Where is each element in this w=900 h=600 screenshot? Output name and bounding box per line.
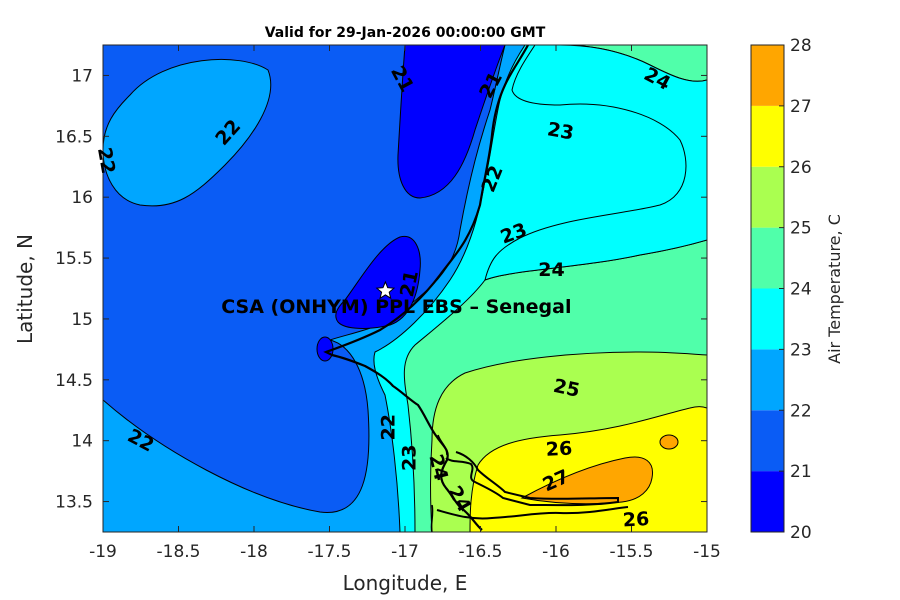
y-tick-label: 13.5 [55, 493, 93, 513]
colorbar-band [751, 166, 784, 228]
colorbar-band [751, 45, 784, 106]
x-tick-label: -19 [89, 542, 117, 562]
y-tick-label: 16.5 [55, 127, 93, 147]
contour-label: 24 [538, 259, 564, 281]
y-axis: 13.5 14 14.5 15 15.5 16 16.5 17 [55, 66, 707, 513]
colorbar-tick-label: 20 [790, 523, 812, 543]
annotation-layer: CSA (ONHYM) PPL EBS – Senegal [221, 280, 572, 318]
band-20-21-small [316, 336, 334, 362]
x-tick-label: -15 [693, 542, 721, 562]
colorbar-band [751, 410, 784, 472]
y-axis-label: Latitude, N [13, 234, 37, 344]
site-star-icon [375, 280, 396, 300]
band-27-28-small [659, 434, 679, 450]
coastline [323, 45, 529, 531]
colorbar-tick-label: 22 [790, 401, 812, 421]
colorbar-band [751, 105, 784, 167]
contour-label: 23 [546, 118, 576, 144]
x-tick-label: -18 [240, 542, 268, 562]
colorbar-tick-label: 27 [790, 97, 812, 117]
x-tick-label: -16.5 [459, 542, 503, 562]
contour-label: 26 [622, 508, 650, 531]
x-tick-label: -18.5 [157, 542, 201, 562]
contour-label: 22 [93, 146, 119, 176]
colorbar-band [751, 349, 784, 411]
contour-label: 21 [396, 268, 423, 298]
contour-label: 25 [551, 375, 581, 402]
colorbar-label: Air Temperature, C [825, 214, 844, 364]
band-20-21-central [335, 235, 421, 329]
y-tick-label: 14 [71, 432, 93, 452]
y-tick-label: 17 [71, 66, 93, 86]
x-axis: -19 -18.5 -18 -17.5 -17 -16.5 -16 -15.5 -15 [89, 45, 721, 562]
colorbar-band [751, 288, 784, 350]
band-20-21-north [397, 45, 506, 199]
colorbar-band [751, 227, 784, 289]
contour-label: 23 [399, 445, 421, 471]
band-23-24-north [484, 45, 707, 281]
colorbar-band [751, 471, 784, 532]
y-tick-label: 16 [71, 188, 93, 208]
site-label: CSA (ONHYM) PPL EBS – Senegal [221, 296, 571, 318]
contour-label: 26 [545, 438, 573, 461]
x-tick-label: -17 [391, 542, 419, 562]
band-27-28 [520, 456, 654, 505]
border-casamance [436, 506, 629, 520]
inland-border [430, 434, 448, 532]
plot-area [103, 45, 707, 532]
x-tick-label: -17.5 [308, 542, 352, 562]
colorbar-tick-label: 24 [790, 280, 812, 300]
colorbar-tick-label: 26 [790, 158, 812, 178]
chart-title: Valid for 29-Jan-2026 00:00:00 GMT [265, 25, 546, 41]
colorbar-tick-label: 25 [790, 219, 812, 239]
contour-label: 22 [377, 414, 399, 440]
y-tick-label: 15.5 [55, 249, 93, 269]
x-tick-label: -16 [542, 542, 570, 562]
x-tick-label: -15.5 [610, 542, 654, 562]
colorbar-tick-label: 21 [790, 462, 812, 482]
colorbar-tick-label: 28 [790, 36, 812, 56]
colorbar-tick-label: 23 [790, 340, 812, 360]
colorbar: 20 21 22 23 24 25 26 27 28 [750, 36, 812, 543]
x-axis-label: Longitude, E [343, 571, 468, 595]
y-tick-label: 14.5 [55, 371, 93, 391]
border-gambia [445, 451, 619, 507]
y-tick-label: 15 [71, 310, 93, 330]
